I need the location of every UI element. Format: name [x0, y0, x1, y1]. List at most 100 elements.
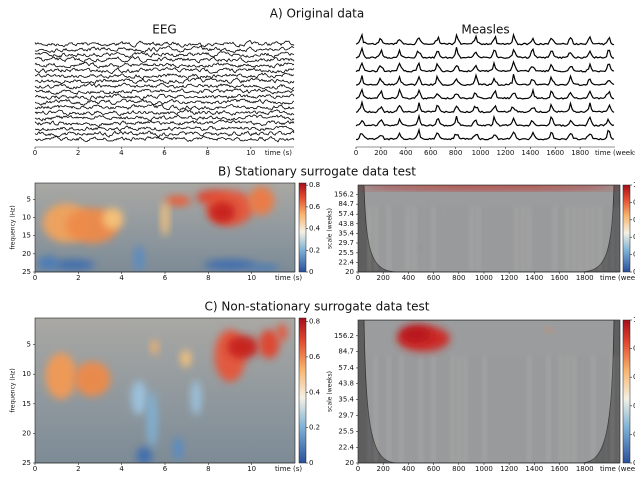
x-tick-label: 1000 — [475, 465, 493, 473]
stripe — [585, 355, 589, 463]
stripe — [419, 206, 423, 272]
trace — [34, 103, 295, 111]
blob — [150, 339, 159, 355]
stripe — [406, 206, 410, 272]
stripe — [604, 355, 608, 463]
trace — [355, 113, 615, 127]
blob — [37, 255, 59, 271]
y-tick-label: 35.4 — [338, 229, 354, 237]
trace — [34, 56, 295, 64]
y-tick-label: 5 — [27, 341, 31, 349]
heatmap — [35, 183, 295, 272]
y-tick-label: 20 — [345, 268, 354, 276]
stripe — [495, 355, 499, 463]
blob — [74, 361, 111, 397]
colorbar-tick-label: 0.2 — [309, 424, 320, 432]
stripe — [444, 355, 448, 463]
stripe — [566, 206, 570, 272]
x-axis-label: time (s) — [275, 465, 302, 473]
x-tick-label: 600 — [427, 274, 440, 282]
colorbar-tick-label: 1 — [633, 181, 635, 189]
y-tick-label: 29.7 — [338, 239, 354, 247]
stripe — [393, 206, 397, 272]
y-tick-label: 20 — [22, 250, 31, 258]
trace — [355, 60, 615, 73]
colorbar-tick-label: 1 — [633, 316, 635, 324]
stripe — [540, 206, 544, 272]
stripe — [508, 206, 512, 272]
x-tick-label: 1400 — [525, 274, 543, 282]
stripe — [444, 206, 448, 272]
heatmap — [358, 320, 620, 463]
stripe — [374, 206, 378, 272]
x-tick-label: 1600 — [551, 274, 569, 282]
trace — [34, 61, 295, 69]
x-tick-label: 1600 — [546, 149, 564, 157]
colorbar-tick-label: 0.6 — [633, 216, 635, 224]
trace — [34, 77, 295, 85]
section-title: B) Stationary surrogate data test — [218, 165, 416, 179]
stripe — [521, 355, 525, 463]
x-tick-label: 6 — [163, 465, 168, 473]
x-tick-label: 1800 — [571, 149, 589, 157]
y-axis-label: frequency (Hz) — [10, 368, 17, 412]
x-tick-label: 4 — [119, 274, 124, 282]
stripe — [476, 355, 480, 463]
chart-title: EEG — [152, 23, 176, 37]
stripe — [399, 355, 403, 463]
stripe — [514, 206, 518, 272]
trace — [34, 125, 295, 132]
x-tick-label: 600 — [424, 149, 437, 157]
stripe — [374, 355, 378, 463]
stripe — [502, 206, 506, 272]
y-tick-label: 22.4 — [338, 443, 354, 451]
x-axis-label: time (s) — [275, 274, 302, 282]
colorbar-tick-label: 0.8 — [633, 345, 635, 353]
blob — [146, 390, 158, 449]
blob — [172, 436, 184, 461]
colorbar-tick-label: 0.4 — [309, 388, 321, 396]
y-tick-label: 25.5 — [338, 249, 354, 257]
x-tick-label: 200 — [377, 274, 390, 282]
stripe — [368, 206, 371, 272]
x-tick-label: 10 — [246, 149, 255, 157]
stripe — [591, 206, 595, 272]
colorbar-tick-label: 0.2 — [633, 251, 635, 259]
x-tick-label: 400 — [402, 465, 415, 473]
stripe — [585, 206, 589, 272]
heatmap-bg — [35, 318, 295, 463]
y-tick-label: 25 — [22, 268, 31, 276]
colorbar-tick-label: 0.8 — [309, 181, 320, 189]
trace — [34, 109, 295, 117]
x-tick-label: 0 — [33, 274, 37, 282]
stripe — [419, 355, 423, 463]
trace — [34, 135, 295, 143]
stripe — [470, 355, 474, 463]
y-tick-label: 10 — [22, 370, 31, 378]
trace — [34, 130, 295, 138]
section-title: C) Non-stationary surrogate data test — [205, 300, 430, 314]
y-tick-label: 57.4 — [338, 210, 354, 218]
blob — [45, 352, 77, 400]
x-tick-label: 800 — [452, 274, 465, 282]
stripe — [598, 206, 602, 272]
x-tick-label: 0 — [33, 149, 37, 157]
section-title: A) Original data — [270, 7, 365, 21]
y-tick-label: 10 — [22, 214, 31, 222]
blob — [227, 335, 259, 359]
x-tick-label: 8 — [206, 274, 210, 282]
x-tick-label: 1200 — [500, 274, 518, 282]
stripe — [387, 355, 391, 463]
y-tick-label: 25.5 — [338, 428, 354, 436]
stripe — [566, 355, 570, 463]
stripe — [431, 206, 435, 272]
x-tick-label: 8 — [206, 465, 210, 473]
x-tick-label: 1200 — [497, 149, 515, 157]
x-tick-label: 1800 — [576, 274, 594, 282]
y-tick-label: 15 — [22, 232, 31, 240]
stripe — [438, 355, 442, 463]
blob — [102, 207, 124, 230]
colorbar-tick-label: 0 — [309, 268, 313, 276]
trace — [355, 46, 615, 60]
